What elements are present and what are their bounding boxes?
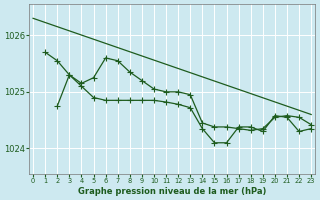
- X-axis label: Graphe pression niveau de la mer (hPa): Graphe pression niveau de la mer (hPa): [78, 187, 266, 196]
